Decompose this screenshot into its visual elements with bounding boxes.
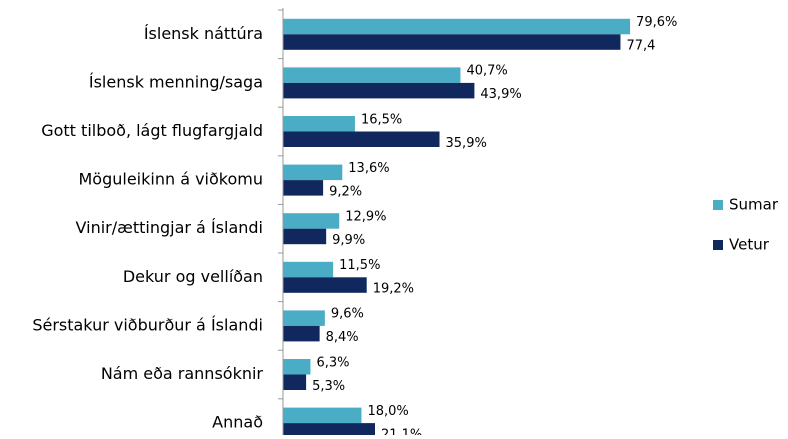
value-label: 6,3%	[316, 355, 349, 370]
bar	[283, 310, 325, 326]
category-label: Íslensk menning/saga	[89, 72, 263, 91]
category-label: Vinir/ættingjar á Íslandi	[76, 218, 263, 237]
value-label: 16,5%	[361, 112, 402, 127]
value-label: 9,9%	[332, 233, 365, 248]
value-label: 79,6%	[636, 15, 677, 30]
value-label: 13,6%	[348, 161, 389, 176]
bar	[283, 359, 311, 375]
bar	[283, 180, 324, 196]
value-label: 35,9%	[446, 136, 487, 151]
bar	[283, 423, 375, 439]
value-label: 77,4	[626, 39, 655, 54]
value-label: 18,0%	[367, 404, 408, 419]
bar	[283, 34, 621, 50]
category-label: Annað	[212, 413, 263, 432]
value-label: 12,9%	[345, 209, 386, 224]
category-label: Gott tilboð, lágt flugfargjald	[41, 121, 263, 140]
bar	[283, 116, 355, 132]
legend-label: Sumar	[729, 196, 779, 214]
legend-swatch	[713, 200, 723, 210]
value-label: 43,9%	[480, 87, 521, 102]
value-label: 19,2%	[373, 282, 414, 297]
category-label: Nám eða rannsóknir	[101, 364, 264, 383]
value-label: 11,5%	[339, 258, 380, 273]
bar	[283, 82, 475, 99]
legend-label: Vetur	[729, 236, 770, 254]
value-label: 5,3%	[312, 379, 345, 394]
category-label: Sérstakur viðburður á Íslandi	[32, 315, 263, 334]
value-label: 9,2%	[329, 184, 362, 199]
bar	[283, 164, 343, 181]
bar	[283, 131, 440, 147]
bar	[283, 325, 320, 342]
bar	[283, 228, 327, 245]
bar	[283, 67, 461, 83]
value-label: 21,1%	[381, 427, 422, 435]
value-label: 40,7%	[466, 64, 507, 79]
bar	[283, 407, 362, 424]
category-label: Dekur og vellíðan	[123, 267, 263, 286]
bar	[283, 18, 631, 35]
bar	[283, 261, 334, 278]
value-label: 8,4%	[326, 330, 359, 345]
value-label: 9,6%	[331, 307, 364, 322]
bar	[283, 213, 340, 229]
legend-swatch	[713, 240, 723, 250]
bar	[283, 277, 367, 293]
bar	[283, 374, 307, 390]
category-label: Möguleikinn á viðkomu	[78, 170, 263, 189]
category-label: Íslensk náttúra	[144, 24, 263, 43]
